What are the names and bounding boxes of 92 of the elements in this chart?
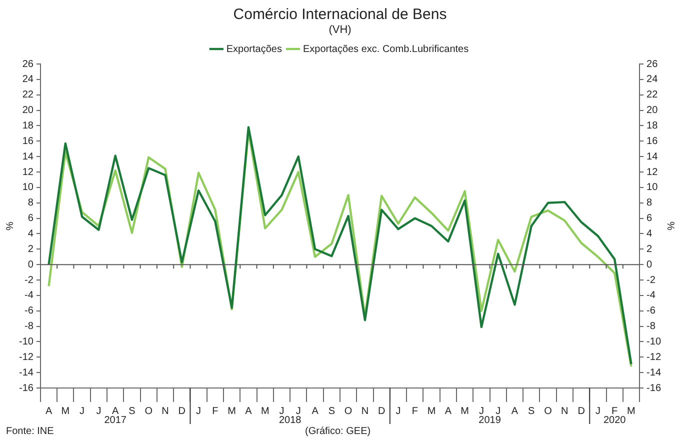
y-tick-label: -4 — [24, 290, 34, 302]
x-tick-label: A — [245, 406, 252, 417]
y2-tick-label: -6 — [646, 306, 656, 317]
y2-axis-title: % — [664, 222, 676, 231]
x-tick-label: O — [544, 406, 552, 417]
x-tick-label: M — [427, 406, 436, 417]
x-tick-label: M — [627, 406, 636, 417]
chart-subtitle: (VH) — [328, 24, 352, 36]
x-tick-label: J — [496, 406, 501, 417]
x-tick-label: M — [61, 406, 70, 417]
legend-label: Exportações exc. Comb.Lubrificantes — [302, 44, 469, 55]
text: 2018 — [278, 414, 302, 426]
y2-tick-label: 26 — [646, 58, 658, 70]
x-tick-label: S — [128, 406, 136, 417]
y-tick-label: -14 — [19, 367, 34, 378]
y2-tick-label: 0 — [646, 259, 653, 270]
x-tick-label: J — [80, 406, 85, 417]
x-tick-label: D — [378, 406, 386, 417]
x-tick-label: A — [45, 406, 52, 417]
y-tick-label: 0 — [28, 259, 34, 270]
y2-tick-label: -14 — [646, 367, 662, 378]
x-tick-label: A — [312, 406, 319, 417]
y-tick-label: 18 — [22, 120, 34, 132]
text: 2017 — [104, 414, 127, 426]
y-tick-label: 4 — [28, 228, 34, 240]
y2-tick-label: 16 — [646, 136, 658, 147]
x-tick-label: S — [528, 406, 536, 417]
x-tick-label: F — [412, 406, 418, 417]
x-tick-label: D — [178, 406, 186, 417]
text: 2019 — [478, 414, 502, 426]
x-tick-label: J — [595, 406, 600, 417]
y-tick-label: -8 — [24, 321, 34, 332]
y2-tick-label: -2 — [646, 274, 656, 286]
x-tick-label: M — [260, 406, 270, 417]
x-tick-label: J — [279, 406, 284, 417]
text: 2020 — [603, 414, 626, 426]
y-tick-label: -10 — [19, 336, 34, 348]
y-tick-label: 20 — [22, 105, 34, 116]
y2-tick-label: 10 — [646, 182, 658, 194]
y2-tick-label: 18 — [646, 120, 658, 132]
y2-tick-label: 24 — [646, 74, 658, 86]
y-axis-title: % — [4, 221, 16, 230]
y-tick-label: 24 — [22, 74, 34, 86]
x-tick-label: J — [96, 406, 102, 417]
y2-tick-label: -16 — [646, 382, 662, 394]
y-tick-label: 26 — [22, 58, 34, 70]
text: (Gráfico: GEE) — [305, 426, 371, 437]
y-tick-label: 2 — [28, 244, 34, 255]
x-tick-label: A — [511, 406, 518, 417]
x-tick-label: N — [361, 406, 369, 417]
x-tick-label: A — [112, 406, 120, 417]
y2-tick-label: -4 — [646, 290, 656, 302]
x-tick-label: J — [478, 406, 484, 417]
y-tick-label: -12 — [19, 352, 34, 363]
y2-tick-label: 22 — [646, 90, 658, 101]
chart-title: Comércio Internacional de Bens — [232, 6, 448, 23]
y2-tick-label: -10 — [646, 336, 662, 348]
y-tick-label: -16 — [19, 382, 34, 394]
x-tick-label: D — [578, 406, 585, 417]
legend-label: Exportações — [226, 44, 282, 55]
y2-tick-label: 4 — [646, 228, 653, 240]
y-tick-label: -6 — [24, 306, 34, 317]
y2-tick-label: 20 — [646, 105, 658, 116]
y-tick-label: 22 — [22, 90, 34, 101]
y-tick-label: 16 — [22, 136, 34, 147]
x-tick-label: O — [344, 406, 352, 417]
y2-tick-label: 6 — [646, 213, 653, 224]
y2-tick-label: -8 — [646, 321, 656, 332]
y2-tick-label: 8 — [646, 198, 653, 209]
x-tick-label: F — [612, 406, 618, 417]
y-tick-label: -2 — [24, 274, 34, 286]
x-tick-label: M — [228, 406, 236, 417]
y-tick-label: 10 — [22, 182, 34, 194]
x-tick-label: N — [561, 406, 568, 417]
x-tick-label: J — [396, 406, 401, 417]
source-note: Fonte: INE — [6, 426, 54, 437]
y-tick-label: 12 — [22, 166, 34, 178]
y2-tick-label: -12 — [646, 352, 662, 363]
y2-tick-label: 14 — [646, 151, 658, 162]
x-tick-label: S — [328, 406, 336, 417]
x-tick-label: N — [162, 406, 169, 417]
x-tick-label: O — [144, 406, 153, 417]
y-tick-label: 8 — [28, 198, 34, 209]
x-tick-label: J — [196, 406, 202, 417]
x-tick-label: J — [296, 406, 301, 417]
y2-tick-label: 2 — [646, 244, 653, 255]
x-tick-label: A — [444, 406, 452, 417]
x-tick-label: M — [460, 406, 469, 417]
y2-tick-label: 12 — [646, 166, 658, 178]
y-tick-label: 6 — [28, 213, 34, 224]
y-tick-label: 14 — [22, 151, 34, 162]
x-tick-label: F — [212, 406, 218, 417]
